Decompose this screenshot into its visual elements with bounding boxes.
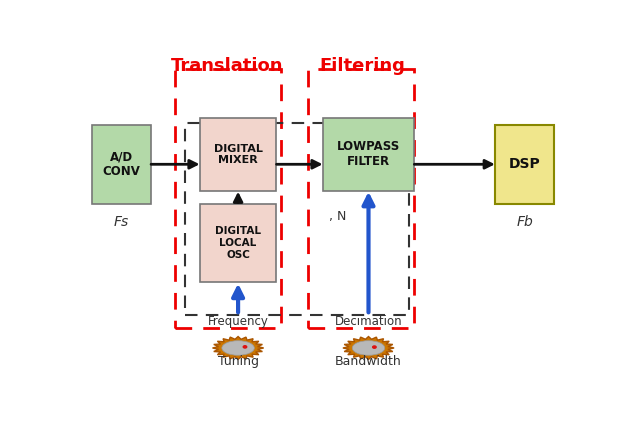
Text: , N: , N [330,210,347,223]
FancyBboxPatch shape [200,118,276,190]
Text: Frequency: Frequency [208,315,269,328]
Ellipse shape [222,341,255,355]
Text: Filtering: Filtering [319,57,405,75]
Text: Fb: Fb [516,215,533,229]
Text: Fs: Fs [114,215,129,229]
Text: A/D
CONV: A/D CONV [102,150,140,178]
FancyBboxPatch shape [323,118,414,190]
FancyBboxPatch shape [91,125,150,204]
Bar [185,123,409,315]
Bar [175,69,281,328]
Text: Decimation: Decimation [335,315,403,328]
FancyBboxPatch shape [495,125,554,204]
Text: DIGITAL
LOCAL
OSC: DIGITAL LOCAL OSC [215,226,261,259]
Text: Translation: Translation [171,57,283,75]
Circle shape [373,346,376,348]
Text: Tuning: Tuning [218,355,258,368]
Polygon shape [343,337,394,360]
Circle shape [243,346,246,348]
Polygon shape [213,337,264,360]
Text: DIGITAL
MIXER: DIGITAL MIXER [213,144,262,165]
Text: Bandwidth: Bandwidth [335,355,402,368]
Ellipse shape [352,341,385,355]
Text: LOWPASS
FILTER: LOWPASS FILTER [337,141,400,168]
FancyBboxPatch shape [200,204,276,282]
Bar [308,69,414,328]
Text: DSP: DSP [509,157,540,171]
